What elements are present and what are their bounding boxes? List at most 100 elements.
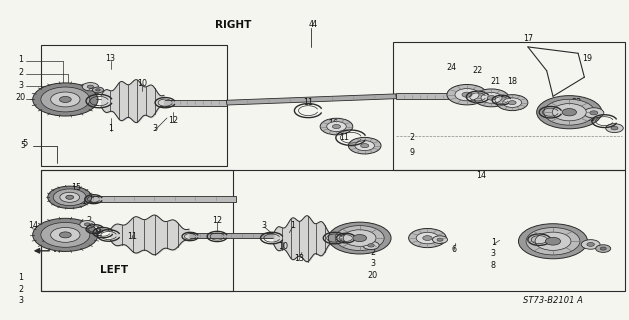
Circle shape: [437, 238, 443, 241]
Text: 3: 3: [262, 221, 267, 230]
Circle shape: [51, 228, 80, 242]
Circle shape: [447, 84, 487, 105]
Circle shape: [462, 92, 472, 97]
Text: 3: 3: [370, 259, 376, 268]
Circle shape: [368, 244, 374, 247]
Text: 1: 1: [491, 238, 496, 247]
Circle shape: [544, 99, 595, 125]
Text: 19: 19: [582, 53, 593, 62]
Circle shape: [66, 195, 74, 199]
Text: 16: 16: [328, 119, 338, 128]
Circle shape: [596, 245, 611, 252]
Text: 10: 10: [278, 242, 288, 251]
Circle shape: [41, 222, 90, 247]
Text: 4: 4: [309, 20, 314, 29]
Circle shape: [33, 83, 98, 116]
Circle shape: [33, 218, 98, 252]
Text: 6: 6: [452, 245, 456, 254]
Circle shape: [41, 87, 90, 112]
Text: 2: 2: [409, 133, 415, 142]
Text: 14: 14: [28, 221, 38, 230]
Text: 22: 22: [472, 66, 483, 75]
Circle shape: [48, 186, 92, 208]
Text: 24: 24: [446, 63, 457, 72]
Text: 12: 12: [212, 216, 222, 225]
Circle shape: [60, 192, 80, 202]
Circle shape: [326, 122, 346, 132]
Circle shape: [503, 98, 521, 108]
Text: ST73-B2101 A: ST73-B2101 A: [523, 296, 583, 305]
Text: 5: 5: [20, 141, 25, 150]
Text: 11: 11: [340, 133, 350, 142]
Text: 2: 2: [18, 284, 23, 293]
Circle shape: [474, 89, 509, 107]
Text: 12: 12: [168, 116, 179, 125]
Polygon shape: [396, 93, 459, 100]
Circle shape: [423, 236, 432, 240]
Text: 3: 3: [491, 250, 496, 259]
Text: 3: 3: [18, 81, 23, 90]
Circle shape: [455, 89, 479, 101]
Text: 8: 8: [491, 261, 496, 270]
Text: LEFT: LEFT: [99, 265, 128, 275]
Circle shape: [535, 232, 571, 250]
Circle shape: [552, 104, 586, 121]
Circle shape: [348, 137, 381, 154]
Text: RIGHT: RIGHT: [214, 20, 251, 29]
Circle shape: [84, 223, 91, 226]
Circle shape: [363, 241, 379, 250]
Circle shape: [481, 92, 502, 103]
Text: 11: 11: [303, 98, 313, 107]
Text: 20: 20: [16, 93, 26, 102]
Circle shape: [335, 226, 384, 251]
Circle shape: [416, 232, 439, 244]
Circle shape: [590, 111, 598, 115]
Text: 1: 1: [18, 55, 23, 64]
Text: 11: 11: [77, 197, 87, 206]
Circle shape: [587, 243, 594, 246]
Circle shape: [518, 224, 587, 259]
Text: 1: 1: [18, 273, 23, 282]
Text: 14: 14: [476, 172, 486, 180]
Circle shape: [353, 235, 367, 242]
Polygon shape: [189, 233, 274, 238]
Text: 9: 9: [409, 148, 415, 156]
Circle shape: [355, 141, 374, 151]
Text: 2: 2: [18, 68, 23, 77]
Text: 9: 9: [96, 227, 101, 236]
Circle shape: [87, 85, 94, 88]
Text: 3: 3: [18, 296, 23, 305]
Circle shape: [562, 108, 577, 116]
Circle shape: [581, 240, 600, 249]
Circle shape: [60, 97, 71, 102]
Circle shape: [487, 96, 496, 100]
Circle shape: [508, 101, 516, 105]
Text: 4: 4: [312, 20, 317, 29]
Circle shape: [409, 228, 447, 248]
Circle shape: [60, 232, 71, 238]
Circle shape: [328, 222, 391, 254]
Circle shape: [96, 89, 100, 91]
Text: 7: 7: [41, 235, 46, 244]
Circle shape: [343, 230, 376, 246]
Circle shape: [526, 228, 580, 255]
Circle shape: [496, 95, 528, 111]
Text: 13: 13: [294, 254, 304, 263]
Circle shape: [92, 87, 104, 93]
Text: 25: 25: [586, 114, 596, 123]
Text: 2: 2: [370, 248, 376, 257]
Text: 10: 10: [137, 79, 147, 88]
Text: 21: 21: [490, 77, 500, 86]
Text: 5: 5: [22, 139, 27, 148]
Circle shape: [611, 126, 618, 130]
Text: 3: 3: [152, 124, 157, 132]
Text: 1: 1: [108, 124, 113, 132]
Text: 11: 11: [128, 232, 138, 241]
Circle shape: [584, 108, 604, 118]
Text: 15: 15: [71, 183, 81, 192]
Circle shape: [537, 96, 602, 129]
Circle shape: [545, 237, 560, 245]
Polygon shape: [73, 196, 236, 202]
Circle shape: [606, 124, 623, 132]
Circle shape: [360, 144, 369, 148]
